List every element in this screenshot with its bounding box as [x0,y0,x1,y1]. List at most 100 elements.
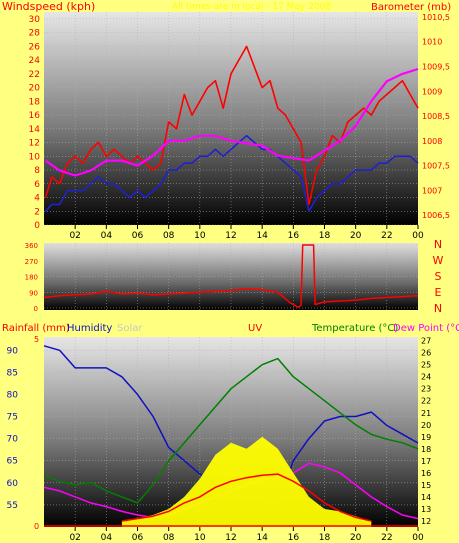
baro-ytick-label: 1007 [422,186,442,195]
wind-ytick-label: 8 [34,166,40,176]
humidity-ytick-label: 65 [7,457,18,467]
wind-ytick-label: 24 [29,56,41,66]
x-tick-label: 10 [194,533,206,543]
x-tick-label: 12 [225,533,236,543]
wind-ytick-label: 18 [29,97,41,107]
baro-yticks: 1006,5 1007 1007,5 1008 1008,5 1009 1009,5 1010… [422,13,450,220]
x-tick-label: 22 [381,231,392,241]
humidity-ytick-label: 60 [7,479,19,489]
legend-dewpoint: Dew Point (°C) [393,323,459,334]
x-tick-label: 00 [412,533,424,543]
x-tick-label: 22 [381,533,392,543]
temperature-ytick-label: 14 [421,493,431,502]
legend-solar: Solar [117,323,143,334]
baro-ytick-label: 1010 [422,38,442,47]
compass-label: N [434,302,442,315]
temperature-ytick-label: 12 [421,517,431,526]
x-tick-label: 04 [101,231,113,241]
rain-axis-ticks: 05 [34,335,39,531]
humidity-ytick-label: 85 [7,368,18,378]
baro-ytick-label: 1007,5 [422,162,450,171]
wind-ytick-label: 22 [29,70,40,80]
direction-plot-grid [44,243,418,310]
humidity-xticks: 02 04 06 08 10 12 14 16 18 20 22 00 [69,527,424,543]
x-tick-label: 14 [256,533,268,543]
temperature-ytick-label: 27 [421,337,431,346]
compass-label: W [433,254,444,267]
humidity-ytick-label: 80 [7,390,19,400]
direction-ytick-label: 180 [25,274,38,282]
x-tick-label: 16 [288,231,300,241]
temperature-ytick-label: 15 [421,481,431,490]
humidity-ytick-label: 90 [7,346,19,356]
compass-label: S [435,270,442,283]
wind-ytick-label: 28 [29,29,41,39]
wind-ytick-label: 10 [29,152,41,162]
x-tick-label: 08 [163,533,175,543]
wind-xticks: 02 04 06 08 10 12 14 16 18 20 22 00 [69,225,424,241]
legend-rainfall: Rainfall (mm) [2,323,70,334]
x-tick-label: 04 [101,533,113,543]
legend-temperature: Temperature (°C) [311,323,398,334]
series-line-blue [45,134,419,213]
x-tick-label: 02 [69,231,80,241]
wind-ytick-label: 2 [34,207,40,217]
wind-ytick-label: 0 [34,221,40,231]
direction-ytick-label: 360 [25,242,38,250]
compass-label: E [435,286,442,299]
humidity-ytick-label: 70 [7,435,19,445]
chart-title: All times are in local - 17 May 2008 [172,2,331,12]
temperature-ytick-label: 25 [421,361,431,370]
humidity-plot-series [43,345,419,527]
wind-ytick-label: 4 [34,194,40,204]
x-tick-label: 14 [256,231,268,241]
wind-ytick-label: 16 [29,111,41,121]
direction-yticks: 0 90 180 270 360 [25,242,38,313]
x-tick-label: 06 [132,533,144,543]
x-tick-label: 20 [350,231,362,241]
series-line-baro [44,67,419,177]
wind-ytick-label: 12 [29,139,40,149]
x-tick-label: 00 [412,231,424,241]
x-tick-label: 16 [288,533,300,543]
temperature-ytick-label: 17 [421,457,431,466]
direction-line [43,244,419,308]
temperature-ytick-label: 22 [421,397,431,406]
wind-ytick-label: 14 [29,125,41,135]
compass-label: N [434,238,442,251]
temperature-ytick-label: 21 [421,409,431,418]
temperature-ytick-label: 24 [421,373,431,382]
baro-axis-title: Barometer (mb) [371,2,451,13]
direction-ytick-label: 270 [25,258,38,266]
temperature-ytick-label: 26 [421,349,431,358]
direction-plot-series [43,244,419,308]
solar-area [121,436,372,527]
wind-ytick-label: 26 [29,42,41,52]
x-tick-label: 18 [319,533,331,543]
temperature-yticks: 12 13 14 15 16 17 18 19 20 21 22 23 24 25 26 27 [421,337,431,526]
baro-ytick-label: 1008 [422,137,442,146]
wind-ytick-label: 30 [29,15,41,25]
legend-uv: UV [248,323,262,334]
baro-ytick-label: 1008,5 [422,112,450,121]
series-line-red [44,45,419,206]
temperature-ytick-label: 18 [421,445,431,454]
baro-ytick-label: 1006,5 [422,211,450,220]
temperature-ytick-label: 19 [421,433,431,442]
direction-ytick-label: 0 [34,305,38,313]
temperature-ytick-label: 13 [421,505,431,514]
wind-plot-grid [44,12,418,226]
baro-ytick-label: 1009 [422,87,442,96]
temperature-ytick-label: 23 [421,385,431,394]
temperature-ytick-label: 16 [421,469,431,478]
wind-axis-title: Windspeed (kph) [2,0,95,13]
humidity-yticks: 55 60 65 70 75 80 85 90 [7,346,19,511]
temperature-ytick-label: 20 [421,421,431,430]
humidity-ytick-label: 55 [7,501,18,511]
wind-plot-series [44,45,419,213]
series-line-temperature [43,357,419,504]
x-tick-label: 08 [163,231,175,241]
